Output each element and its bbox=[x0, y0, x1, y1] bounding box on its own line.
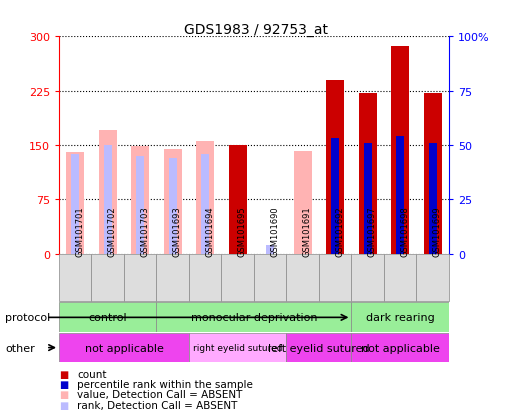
Bar bbox=[326, 81, 344, 254]
Bar bbox=[222, 254, 254, 301]
Bar bbox=[266, 245, 274, 254]
Text: not applicable: not applicable bbox=[85, 343, 164, 353]
Text: GSM101699: GSM101699 bbox=[432, 206, 442, 256]
Bar bbox=[254, 254, 286, 301]
Bar bbox=[196, 142, 214, 254]
Bar bbox=[164, 149, 182, 254]
Bar bbox=[66, 153, 84, 254]
Text: rank, Detection Call = ABSENT: rank, Detection Call = ABSENT bbox=[77, 400, 238, 410]
Text: dark rearing: dark rearing bbox=[366, 313, 435, 323]
Text: ■: ■ bbox=[59, 389, 68, 399]
Bar bbox=[99, 131, 116, 254]
Bar bbox=[156, 303, 351, 332]
Bar bbox=[201, 154, 209, 254]
Bar bbox=[428, 143, 437, 254]
Bar bbox=[286, 333, 351, 363]
Bar bbox=[286, 254, 319, 301]
Text: control: control bbox=[88, 313, 127, 323]
Text: ■: ■ bbox=[59, 400, 68, 410]
Bar bbox=[156, 254, 189, 301]
Text: right eyelid sutured: right eyelid sutured bbox=[193, 343, 283, 352]
Bar bbox=[229, 146, 247, 254]
Bar bbox=[359, 94, 377, 254]
Bar bbox=[351, 303, 449, 332]
Bar bbox=[104, 146, 112, 254]
Bar bbox=[294, 151, 311, 254]
Bar bbox=[169, 159, 177, 254]
Text: other: other bbox=[5, 343, 35, 353]
Bar bbox=[59, 303, 156, 332]
Bar bbox=[189, 254, 222, 301]
Text: GSM101703: GSM101703 bbox=[140, 206, 149, 256]
Bar bbox=[71, 154, 80, 254]
Bar bbox=[136, 157, 144, 254]
Bar bbox=[351, 333, 449, 363]
Text: GSM101698: GSM101698 bbox=[400, 206, 409, 256]
Text: count: count bbox=[77, 369, 107, 379]
Text: GSM101697: GSM101697 bbox=[368, 206, 377, 256]
Text: not applicable: not applicable bbox=[361, 343, 440, 353]
Bar bbox=[59, 333, 189, 363]
Text: GSM101691: GSM101691 bbox=[303, 206, 312, 256]
Bar bbox=[331, 139, 339, 254]
Text: monocular deprivation: monocular deprivation bbox=[191, 313, 317, 323]
Bar bbox=[189, 333, 286, 363]
Text: GSM101695: GSM101695 bbox=[238, 206, 247, 256]
Bar bbox=[384, 254, 417, 301]
Bar bbox=[391, 47, 409, 254]
Bar bbox=[131, 147, 149, 254]
Text: GSM101702: GSM101702 bbox=[108, 206, 117, 256]
Bar bbox=[417, 254, 449, 301]
Text: percentile rank within the sample: percentile rank within the sample bbox=[77, 379, 253, 389]
Text: GDS1983 / 92753_at: GDS1983 / 92753_at bbox=[185, 23, 328, 37]
Bar bbox=[396, 137, 404, 254]
Bar bbox=[364, 143, 372, 254]
Text: ■: ■ bbox=[59, 369, 68, 379]
Text: GSM101690: GSM101690 bbox=[270, 206, 279, 256]
Text: GSM101694: GSM101694 bbox=[205, 206, 214, 256]
Bar bbox=[351, 254, 384, 301]
Bar bbox=[319, 254, 351, 301]
Text: GSM101693: GSM101693 bbox=[173, 206, 182, 256]
Text: GSM101692: GSM101692 bbox=[335, 206, 344, 256]
Text: value, Detection Call = ABSENT: value, Detection Call = ABSENT bbox=[77, 389, 242, 399]
Bar bbox=[59, 254, 91, 301]
Bar bbox=[91, 254, 124, 301]
Text: GSM101701: GSM101701 bbox=[75, 206, 84, 256]
Text: protocol: protocol bbox=[5, 313, 50, 323]
Bar bbox=[424, 94, 442, 254]
Text: ■: ■ bbox=[59, 379, 68, 389]
Text: left eyelid sutured: left eyelid sutured bbox=[268, 343, 370, 353]
Bar bbox=[124, 254, 156, 301]
